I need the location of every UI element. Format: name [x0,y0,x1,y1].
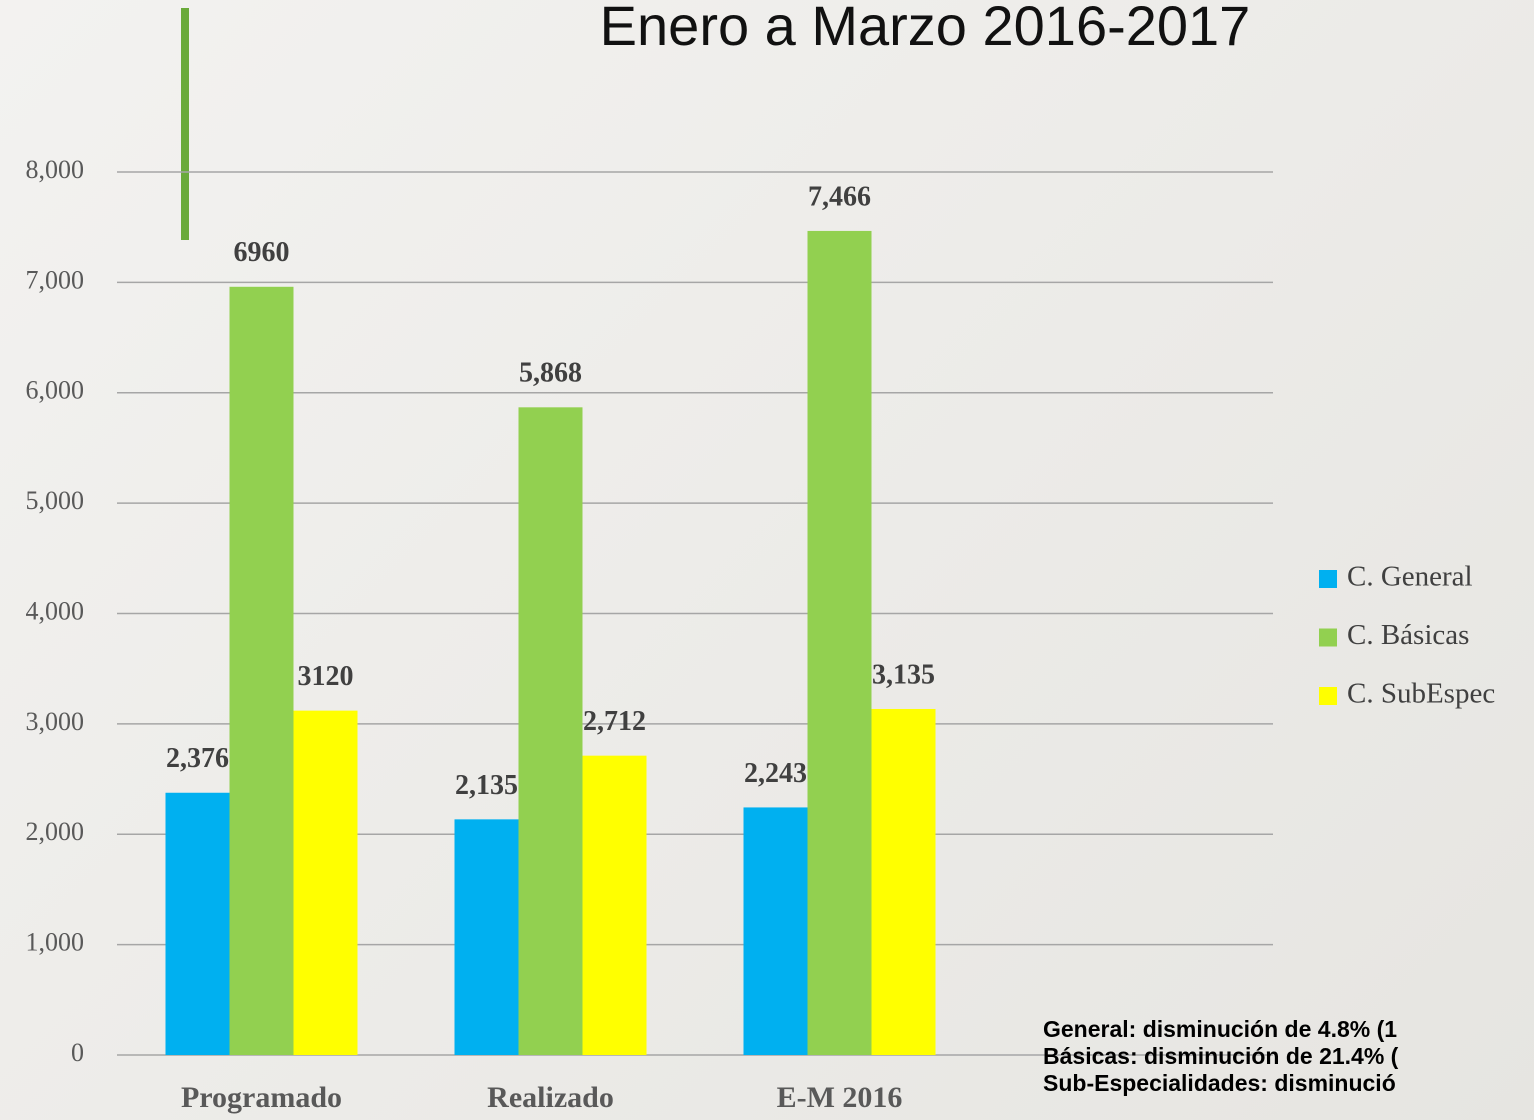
data-label: 2,135 [455,770,518,801]
legend-label: C. Básicas [1347,619,1469,651]
y-tick-label: 6,000 [26,376,85,405]
y-tick-label: 3,000 [26,707,85,736]
x-tick-label: Realizado [487,1081,614,1114]
data-label: 5,868 [519,358,582,389]
y-tick-label: 8,000 [26,155,85,184]
chart-title: Enero a Marzo 2016-2017 [600,0,1251,57]
annotation: Sub-Especialidades: disminució [1043,1070,1396,1096]
bar [165,792,230,1055]
x-tick-label: E-M 2016 [777,1081,903,1114]
annotation: Básicas: disminución de 21.4% ( [1043,1043,1399,1069]
legend-swatch [1319,628,1337,647]
data-label: 6960 [234,237,290,268]
annotation: General: disminución de 4.8% (1 [1043,1016,1397,1042]
data-label: 3,135 [872,659,935,690]
y-tick-label: 0 [71,1038,84,1067]
y-tick-label: 1,000 [26,928,85,957]
bar [582,755,647,1055]
legend-label: C. General [1347,561,1473,593]
bar [293,710,358,1055]
y-tick-label: 2,000 [26,817,85,846]
legend-swatch [1319,570,1337,588]
legend-label: C. SubEspec [1347,678,1495,710]
bar [229,286,294,1055]
bar [807,230,872,1055]
bar [454,819,519,1055]
x-tick-label: Programado [181,1081,342,1114]
y-tick-label: 4,000 [26,596,85,625]
bar [871,708,936,1055]
bar [518,407,583,1056]
y-tick-label: 7,000 [26,265,85,294]
data-label: 2,243 [744,758,807,789]
legend-swatch [1319,687,1337,705]
data-label: 2,712 [583,706,646,737]
data-label: 2,376 [166,743,229,774]
accent-bar [181,8,189,240]
y-tick-label: 5,000 [26,486,85,515]
data-label: 7,466 [808,181,871,212]
bar [743,807,808,1055]
data-label: 3120 [298,661,354,692]
